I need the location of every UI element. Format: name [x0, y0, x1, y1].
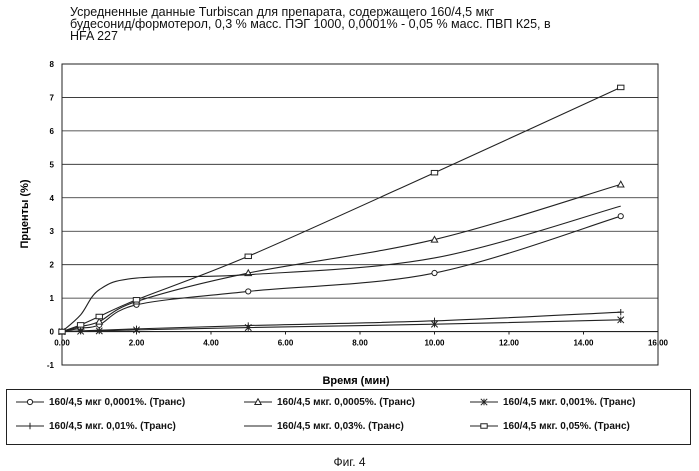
- legend-swatch-2: [243, 396, 273, 408]
- x-tick-label: 16.00: [648, 339, 669, 348]
- figure-caption: Фиг. 4: [0, 455, 699, 469]
- x-tick-label: 8.00: [352, 339, 368, 348]
- legend-entry-2: 160/4,5 мкг. 0,0005%. (Транс): [243, 396, 415, 408]
- legend-entry-5: 160/4,5 мкг. 0,03%. (Транс): [243, 420, 404, 432]
- series-6-point: [59, 329, 65, 333]
- y-tick-label: 4: [50, 194, 55, 203]
- y-tick-label: -1: [47, 361, 55, 370]
- legend-marker: [27, 423, 33, 429]
- legend-label: 160/4,5 мкг. 0,0005%. (Транс): [277, 397, 415, 408]
- series-1-point: [246, 289, 251, 294]
- x-tick-label: 10.00: [424, 339, 445, 348]
- legend-entry-1: 160/4,5 мкг 0,0001%. (Транс): [15, 396, 185, 408]
- y-tick-label: 2: [50, 261, 55, 270]
- y-tick-label: 3: [50, 227, 55, 236]
- x-tick-label: 0.00: [54, 339, 70, 348]
- y-tick-label: 7: [50, 93, 55, 102]
- x-tick-label: 14.00: [573, 339, 594, 348]
- y-tick-label: 8: [50, 60, 55, 69]
- y-tick-label: 5: [50, 160, 55, 169]
- legend-entry-3: 160/4,5 мкг. 0,001%. (Транс): [469, 396, 635, 408]
- legend-label: 160/4,5 мкг 0,0001%. (Транс): [49, 397, 185, 408]
- series-6-point: [245, 254, 251, 258]
- legend-swatch-3: [469, 396, 499, 408]
- series-6-point: [96, 314, 102, 318]
- x-tick-label: 4.00: [203, 339, 219, 348]
- legend-label: 160/4,5 мкг. 0,03%. (Транс): [277, 421, 404, 432]
- y-tick-label: 0: [50, 328, 55, 337]
- series-6-point: [77, 323, 83, 327]
- legend-label: 160/4,5 мкг. 0,01%. (Транс): [49, 421, 176, 432]
- legend-entry-4: 160/4,5 мкг. 0,01%. (Транс): [15, 420, 176, 432]
- legend-marker: [481, 424, 487, 428]
- x-tick-label: 2.00: [129, 339, 145, 348]
- y-tick-label: 6: [50, 127, 55, 136]
- series-6-point: [618, 85, 624, 89]
- legend-swatch-6: [469, 420, 499, 432]
- x-tick-label: 6.00: [278, 339, 294, 348]
- x-axis-label: Время (мин): [322, 375, 389, 387]
- legend-swatch-4: [15, 420, 45, 432]
- y-axis-label: Прценты (%): [19, 179, 31, 248]
- legend-label: 160/4,5 мкг. 0,001%. (Транс): [503, 397, 635, 408]
- legend: 160/4,5 мкг 0,0001%. (Транс) 160/4,5 мкг.…: [6, 389, 691, 445]
- legend-entry-6: 160/4,5 мкг. 0,05%. (Транс): [469, 420, 630, 432]
- x-tick-label: 12.00: [499, 339, 520, 348]
- line-chart: -1 0 1 2 3 4 5 6 7 8 0.00 2.00 4.00 6.00 8.00 10.00 12.0…: [0, 0, 699, 390]
- series-6-point: [431, 170, 437, 174]
- series-1-point: [618, 214, 623, 219]
- y-tick-label: 1: [50, 294, 55, 303]
- legend-swatch-1: [15, 396, 45, 408]
- series-1-point: [432, 270, 437, 275]
- legend-label: 160/4,5 мкг. 0,05%. (Транс): [503, 421, 630, 432]
- legend-swatch-5: [243, 420, 273, 432]
- legend-marker: [27, 399, 32, 404]
- series-6-point: [133, 298, 139, 302]
- plot-area: [62, 64, 658, 365]
